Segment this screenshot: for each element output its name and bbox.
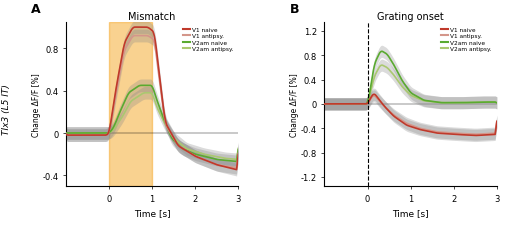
- Text: A: A: [31, 3, 41, 16]
- X-axis label: Time [s]: Time [s]: [134, 208, 170, 217]
- Bar: [109, 23, 152, 186]
- Y-axis label: Change ΔF/F [%]: Change ΔF/F [%]: [32, 73, 41, 136]
- Legend: V1 naive, V1 antipsy., V2am naive, V2am antipsy.: V1 naive, V1 antipsy., V2am naive, V2am …: [180, 26, 235, 54]
- Text: TIx3 (L5 IT): TIx3 (L5 IT): [2, 84, 11, 134]
- Title: Mismatch: Mismatch: [128, 12, 176, 22]
- Text: B: B: [290, 3, 300, 16]
- Legend: V1 naive, V1 antipsy., V2am naive, V2am antipsy.: V1 naive, V1 antipsy., V2am naive, V2am …: [439, 26, 494, 54]
- Title: Grating onset: Grating onset: [377, 12, 444, 22]
- Y-axis label: Change ΔF/F [%]: Change ΔF/F [%]: [290, 73, 299, 136]
- X-axis label: Time [s]: Time [s]: [392, 208, 429, 217]
